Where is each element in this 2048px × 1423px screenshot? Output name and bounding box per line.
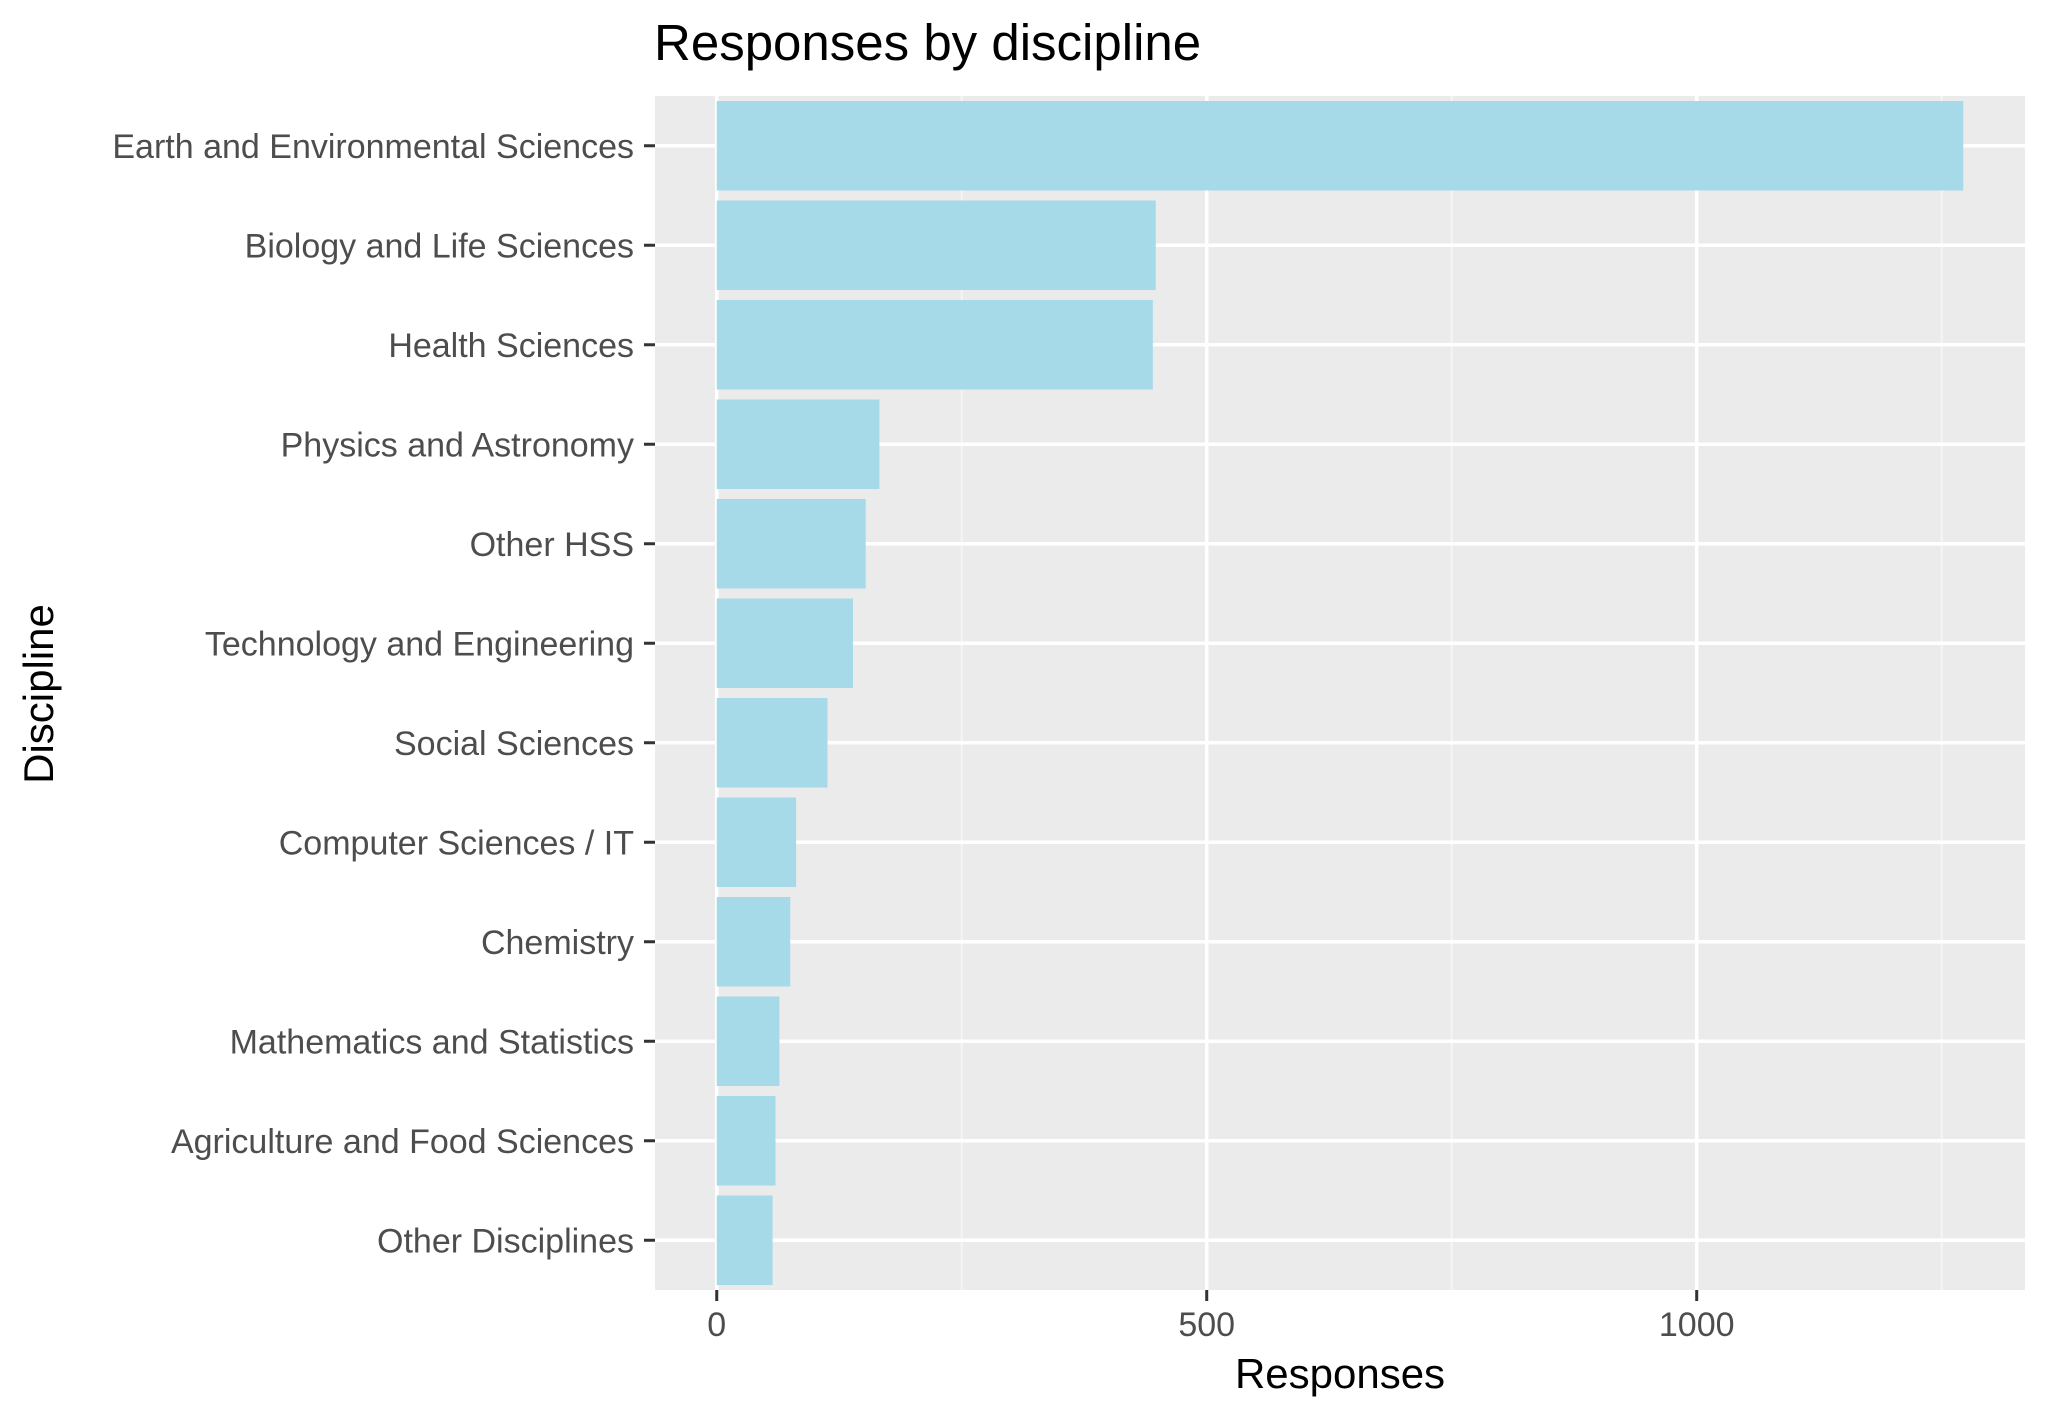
y-tick-label: Other HSS bbox=[470, 526, 634, 564]
bar bbox=[716, 797, 797, 888]
y-tick-label: Chemistry bbox=[481, 924, 634, 962]
bar bbox=[716, 1195, 773, 1286]
y-tick-label: Other Disciplines bbox=[377, 1222, 634, 1260]
x-tick-label: 0 bbox=[707, 1306, 726, 1344]
y-tick-label: Health Sciences bbox=[388, 327, 634, 365]
bar bbox=[716, 299, 1153, 390]
y-tick-label: Agriculture and Food Sciences bbox=[171, 1123, 634, 1161]
y-tick-label: Mathematics and Statistics bbox=[230, 1023, 634, 1061]
bar bbox=[716, 896, 791, 987]
y-tick-label: Computer Sciences / IT bbox=[279, 824, 634, 862]
bar bbox=[716, 100, 1964, 191]
bar bbox=[716, 200, 1156, 291]
x-tick-label: 500 bbox=[1178, 1306, 1235, 1344]
y-tick-label: Biology and Life Sciences bbox=[245, 227, 634, 265]
y-tick-label: Social Sciences bbox=[394, 725, 634, 763]
x-axis-title: Responses bbox=[1235, 1350, 1445, 1397]
y-axis-title: Discipline bbox=[15, 604, 62, 784]
bar bbox=[716, 498, 866, 589]
chart-title: Responses by discipline bbox=[654, 14, 1201, 71]
bar bbox=[716, 996, 780, 1087]
y-tick-label: Earth and Environmental Sciences bbox=[112, 128, 634, 166]
bar bbox=[716, 697, 828, 788]
bar bbox=[716, 598, 853, 689]
x-tick-label: 1000 bbox=[1659, 1306, 1735, 1344]
y-tick-label: Technology and Engineering bbox=[205, 625, 634, 663]
y-tick-label: Physics and Astronomy bbox=[281, 426, 634, 464]
bar bbox=[716, 399, 880, 490]
plot-panel bbox=[655, 96, 2025, 1290]
bar bbox=[716, 1095, 776, 1186]
